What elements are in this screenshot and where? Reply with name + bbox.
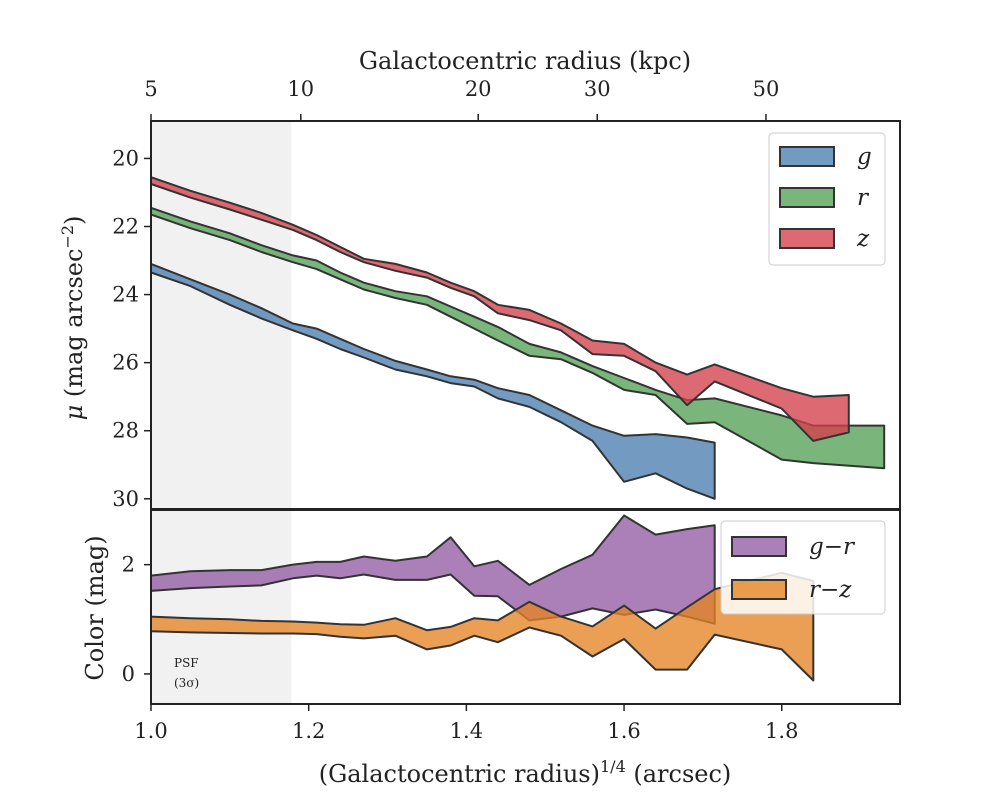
bottom-y-tick-label: 2 xyxy=(122,553,135,577)
top-y-axis-title: μ (mag arcsec−2) xyxy=(58,216,88,421)
band-z xyxy=(150,176,850,442)
top-y-tick-label: 26 xyxy=(112,351,139,375)
kpc-tick-label: 5 xyxy=(144,77,157,101)
top-y-tick-label: 22 xyxy=(112,215,139,239)
surface-brightness-bands xyxy=(150,176,886,500)
axis-ticks: 20 22 24 26 28 30 0 2 1.0 1.2 1.4 1.6 1.8 5 10 20 30 50 xyxy=(112,77,798,743)
color-bands xyxy=(150,514,815,682)
x-tick-label: 1.4 xyxy=(450,719,483,743)
x-tick-label: 1.6 xyxy=(607,719,640,743)
bottom-y-axis-title: Color (mag) xyxy=(81,535,109,680)
top-y-axis-unit: (mag arcsec xyxy=(60,249,88,405)
x-axis-title: (Galactocentric radius)1/4 (arcsec) xyxy=(319,757,732,788)
legend-bottom-box xyxy=(720,520,886,615)
top-axis-title: Galactocentric radius (kpc) xyxy=(359,47,691,75)
top-y-tick-label: 28 xyxy=(112,419,139,443)
legend-bottom: g−r r−z xyxy=(720,520,886,615)
kpc-tick-label: 50 xyxy=(753,77,780,101)
psf-label: PSF xyxy=(174,656,199,670)
legend-label-r: r xyxy=(857,185,870,211)
bottom-panel-frame xyxy=(150,509,901,705)
top-y-tick-label: 24 xyxy=(112,283,139,307)
legend-swatch-z xyxy=(779,228,835,249)
band-r xyxy=(150,206,886,470)
kpc-tick-label: 20 xyxy=(465,77,492,101)
x-axis-title-unit: (arcsec) xyxy=(626,760,732,788)
kpc-tick-label: 30 xyxy=(584,77,611,101)
top-y-tick-label: 20 xyxy=(112,146,139,170)
top-y-axis-exponent: −2 xyxy=(58,225,77,249)
band-r-minus-z xyxy=(150,571,815,682)
x-tick-label: 1.2 xyxy=(292,719,325,743)
band-g xyxy=(150,262,716,500)
x-axis-title-exponent: 1/4 xyxy=(600,757,626,776)
legend-swatch-g xyxy=(779,146,835,167)
top-y-tick-label: 30 xyxy=(112,487,139,511)
psf-region-bottom xyxy=(151,510,292,704)
top-y-axis-mu: μ xyxy=(60,405,88,421)
legend-label-z: z xyxy=(856,226,870,252)
bottom-y-tick-label: 0 xyxy=(122,662,135,686)
x-tick-label: 1.0 xyxy=(134,719,167,743)
legend-swatch-r xyxy=(779,187,835,208)
legend-label-g-minus-r: g−r xyxy=(809,534,856,560)
legend-swatch-r-minus-z xyxy=(731,579,787,600)
x-axis-title-main: (Galactocentric radius) xyxy=(319,760,600,788)
legend-swatch-g-minus-r xyxy=(731,536,787,557)
kpc-tick-label: 10 xyxy=(287,77,314,101)
legend-label-g: g xyxy=(857,144,872,170)
x-tick-label: 1.8 xyxy=(765,719,798,743)
legend-top: grz xyxy=(768,132,886,266)
top-y-axis-close: ) xyxy=(60,216,88,225)
legend-label-r-minus-z: r−z xyxy=(809,577,852,603)
psf-sigma-label: (3σ) xyxy=(174,676,199,690)
